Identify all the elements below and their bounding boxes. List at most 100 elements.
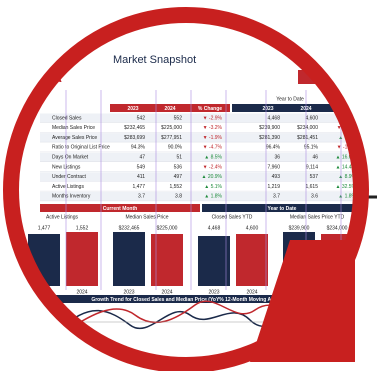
change-cell: ▼ -3.2% (203, 125, 223, 131)
value-cell: 90.0% (168, 145, 183, 151)
bar-year: 2024 (76, 289, 87, 295)
value-cell: 3.6 (311, 194, 318, 200)
change-cell: ▲ 14.4% (335, 164, 356, 170)
chart-title: Median Sales Price (125, 214, 168, 220)
value-cell: $239,900 (259, 125, 280, 131)
header-bar (232, 104, 356, 112)
value-cell: 3.7 (138, 194, 145, 200)
value-cell: 4,600 (305, 115, 318, 121)
bar-year: 2023 (208, 289, 219, 295)
red-shape (250, 240, 355, 362)
row-band (40, 152, 356, 162)
title: Market Snapshot (113, 54, 196, 66)
value-cell: 537 (310, 174, 319, 180)
value-cell: 3.7 (273, 194, 280, 200)
row-label: New Listings (52, 164, 81, 170)
bar-label: $234,000 (327, 225, 348, 231)
row-label: Under Contract (52, 174, 87, 180)
change-cell: ▲ 1.8% (204, 194, 222, 200)
value-cell: 542 (137, 115, 146, 121)
bar (66, 232, 98, 286)
col-header: 2023 (127, 106, 138, 112)
value-cell: $232,465 (124, 125, 145, 131)
value-cell: $277,951 (161, 135, 182, 141)
change-cell: ▲ 8.5% (204, 155, 222, 161)
row-band (40, 113, 356, 123)
bar (151, 234, 183, 286)
ytd-title: Year to Date (276, 96, 304, 102)
value-cell: $234,000 (297, 125, 318, 131)
value-cell: 7,960 (267, 164, 280, 170)
bar-label: $232,465 (119, 225, 140, 231)
bar-label: 4,468 (208, 225, 221, 231)
panel-title: Current Month (103, 206, 137, 212)
bar-year: 2023 (123, 289, 134, 295)
value-cell: 3.8 (175, 194, 182, 200)
row-label: Days On Market (52, 155, 89, 161)
change-cell: ▲ 8.9% (338, 174, 356, 180)
chart-title: Closed Sales YTD (212, 214, 253, 220)
value-cell: 493 (272, 174, 281, 180)
value-cell: 94.3% (131, 145, 146, 151)
change-cell: ▼ -2.4% (203, 164, 223, 170)
change-cell: ▼ -4.7% (203, 145, 223, 151)
panel-title: Year to Date (268, 206, 297, 212)
value-cell: 411 (137, 174, 145, 180)
value-cell: 1,477 (132, 184, 145, 190)
col-header: 2024 (164, 106, 175, 112)
bar (113, 232, 145, 286)
chart-title: Median Sales Price YTD (290, 214, 345, 220)
bar-year: 2024 (246, 289, 257, 295)
value-cell: 1,552 (169, 184, 182, 190)
row-label: Median Sales Price (52, 125, 95, 131)
bar (198, 236, 230, 286)
row-label: Ratio to Original List Price (52, 145, 110, 151)
row-label: Closed Sales (52, 115, 82, 121)
change-cell: ▼ -1.9% (203, 135, 223, 141)
trend-title: Growth Trend for Closed Sales and Median… (91, 297, 289, 303)
bar-label: $225,000 (157, 225, 178, 231)
value-cell: 96.4% (266, 145, 281, 151)
panel-bar (202, 204, 356, 212)
value-cell: 47 (139, 155, 145, 161)
row-band (40, 172, 356, 182)
value-cell: 536 (174, 164, 183, 170)
row-label: Active Listings (52, 184, 84, 190)
value-cell: 1,615 (305, 184, 318, 190)
bar (236, 234, 268, 286)
bar-year: 2024 (161, 289, 172, 295)
lens-ring (3, 7, 369, 373)
row-label: Months Inventory (52, 194, 91, 200)
change-cell: ▼ -2.9% (203, 115, 223, 121)
value-cell: $225,000 (161, 125, 182, 131)
col-header: 2023 (262, 106, 273, 112)
trend-bar (20, 295, 356, 303)
value-cell: 36 (274, 155, 280, 161)
value-cell: 552 (174, 115, 183, 121)
bar-label: $239,900 (289, 225, 310, 231)
change-cell: ▲ 1.8% (338, 194, 356, 200)
header-bar (110, 104, 230, 112)
bar-label: 1,552 (76, 225, 89, 231)
value-cell: $281,390 (259, 135, 280, 141)
value-cell: 95.1% (304, 145, 319, 151)
value-cell: 1,219 (267, 184, 280, 190)
value-cell: 497 (174, 174, 183, 180)
value-cell: 9,114 (306, 164, 318, 170)
panel-bar (40, 204, 200, 212)
change-cell: ▲ 5.1% (204, 184, 222, 190)
value-cell: 46 (312, 155, 318, 161)
value-cell: 51 (176, 155, 182, 161)
value-cell: 549 (137, 164, 146, 170)
bar-label: 1,477 (38, 225, 51, 231)
change-cell: ▲ 32.5% (335, 184, 356, 190)
col-header: % Change (198, 106, 222, 112)
chart-title: Active Listings (46, 214, 78, 220)
row-band (40, 133, 356, 143)
row-label: Average Sales Price (52, 135, 97, 141)
change-cell: ▲ 16.0% (335, 155, 356, 161)
change-cell: ▲ 20.9% (201, 174, 222, 180)
change-cell: ▼ -1.3% (337, 145, 357, 151)
bar-label: 4,600 (246, 225, 259, 231)
